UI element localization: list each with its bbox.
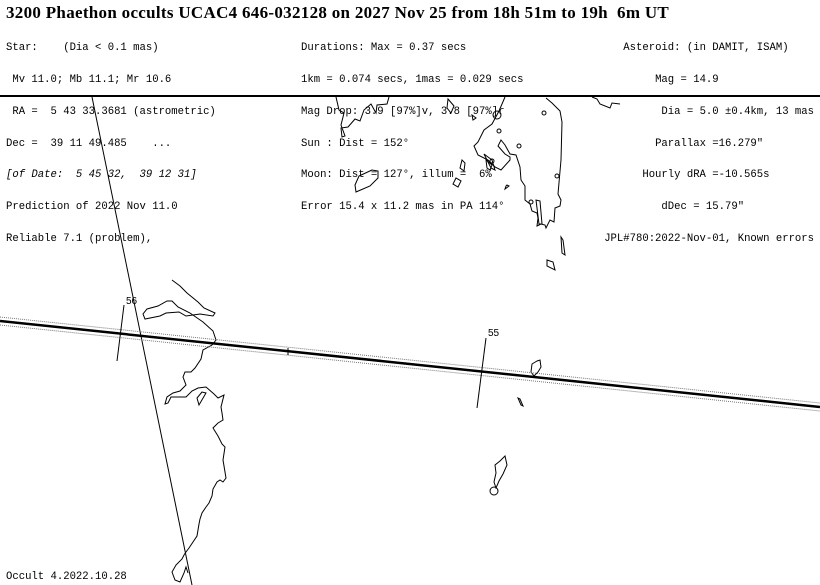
prediction-title: 3200 Phaethon occults UCAC4 646-032128 o… <box>6 3 670 22</box>
path-limit-north <box>0 316 820 404</box>
shadow-path <box>0 316 820 412</box>
time-label-55: 55 <box>488 328 500 339</box>
coastline <box>335 96 390 138</box>
event-line: Sun : Dist = 152° <box>301 137 410 150</box>
coastline <box>142 279 227 583</box>
software-version: Occult 4.2022.10.28 <box>6 571 127 583</box>
meridian-line <box>91 96 193 585</box>
island <box>546 259 556 271</box>
star-info: Star: (Dia < 0.1 mas) Mv 11.0; Mb 11.1; … <box>6 22 216 255</box>
island <box>528 199 534 205</box>
island <box>530 359 542 377</box>
island <box>489 486 499 496</box>
coastlines <box>142 96 621 583</box>
star-line: Prediction of 2022 Nov 11.0 <box>6 201 178 214</box>
event-line: Error 15.4 x 11.2 mas in PA 114° <box>301 201 505 214</box>
star-line: Mv 11.0; Mb 11.1; Mr 10.6 <box>6 73 172 86</box>
star-line: Dec = 39 11 49.485 ... <box>6 137 172 150</box>
island <box>517 396 524 408</box>
star-line: Reliable 7.1 (problem), <box>6 232 153 245</box>
island <box>446 97 455 114</box>
header-divider <box>0 95 820 97</box>
island <box>591 96 621 109</box>
path-centre-line <box>0 319 820 409</box>
island <box>354 169 379 193</box>
time-label-56: 56 <box>126 296 138 307</box>
island <box>485 158 493 171</box>
asteroid-line: Mag = 14.9 <box>655 73 814 86</box>
island <box>196 391 207 407</box>
island <box>516 143 522 149</box>
island <box>459 159 466 172</box>
island <box>471 113 477 121</box>
star-line: [of Date: 5 45 32, 39 12 31] <box>6 169 197 182</box>
island <box>496 128 502 134</box>
asteroid-line: Parallax =16.279" <box>655 137 814 150</box>
island <box>535 199 543 225</box>
star-line: Star: (Dia < 0.1 mas) <box>6 42 159 55</box>
island <box>489 158 495 164</box>
asteroid-line: Asteroid: (in DAMIT, ISAM) <box>623 42 814 55</box>
asteroid-line: Dia = 5.0 ±0.4km, 13 mas <box>661 105 814 118</box>
asteroid-line: Hourly dRA =-10.565s <box>642 169 814 182</box>
event-line: 1km = 0.074 secs, 1mas = 0.029 secs <box>301 73 524 86</box>
time-marker-56 <box>116 304 125 362</box>
asteroid-line: JPL#780:2022-Nov-01, Known errors <box>604 232 814 245</box>
asteroid-line: dDec = 15.79" <box>661 201 814 214</box>
island <box>452 177 462 188</box>
island <box>554 173 560 179</box>
event-line: Moon: Dist = 127°, illum = 6% <box>301 169 492 182</box>
coastline <box>473 96 563 230</box>
island <box>492 110 502 120</box>
path-limit-south <box>0 324 820 412</box>
asteroid-info: Asteroid: (in DAMIT, ISAM) Mag = 14.9 Di… <box>604 22 814 255</box>
island <box>504 184 510 191</box>
island <box>493 455 508 490</box>
time-marker-55 <box>476 337 487 409</box>
island <box>541 110 547 116</box>
island <box>560 235 566 257</box>
star-line: RA = 5 43 33.3681 (astrometric) <box>6 105 216 118</box>
time-markers: 56 55 <box>116 296 500 409</box>
event-line: Durations: Max = 0.37 secs <box>301 42 467 55</box>
